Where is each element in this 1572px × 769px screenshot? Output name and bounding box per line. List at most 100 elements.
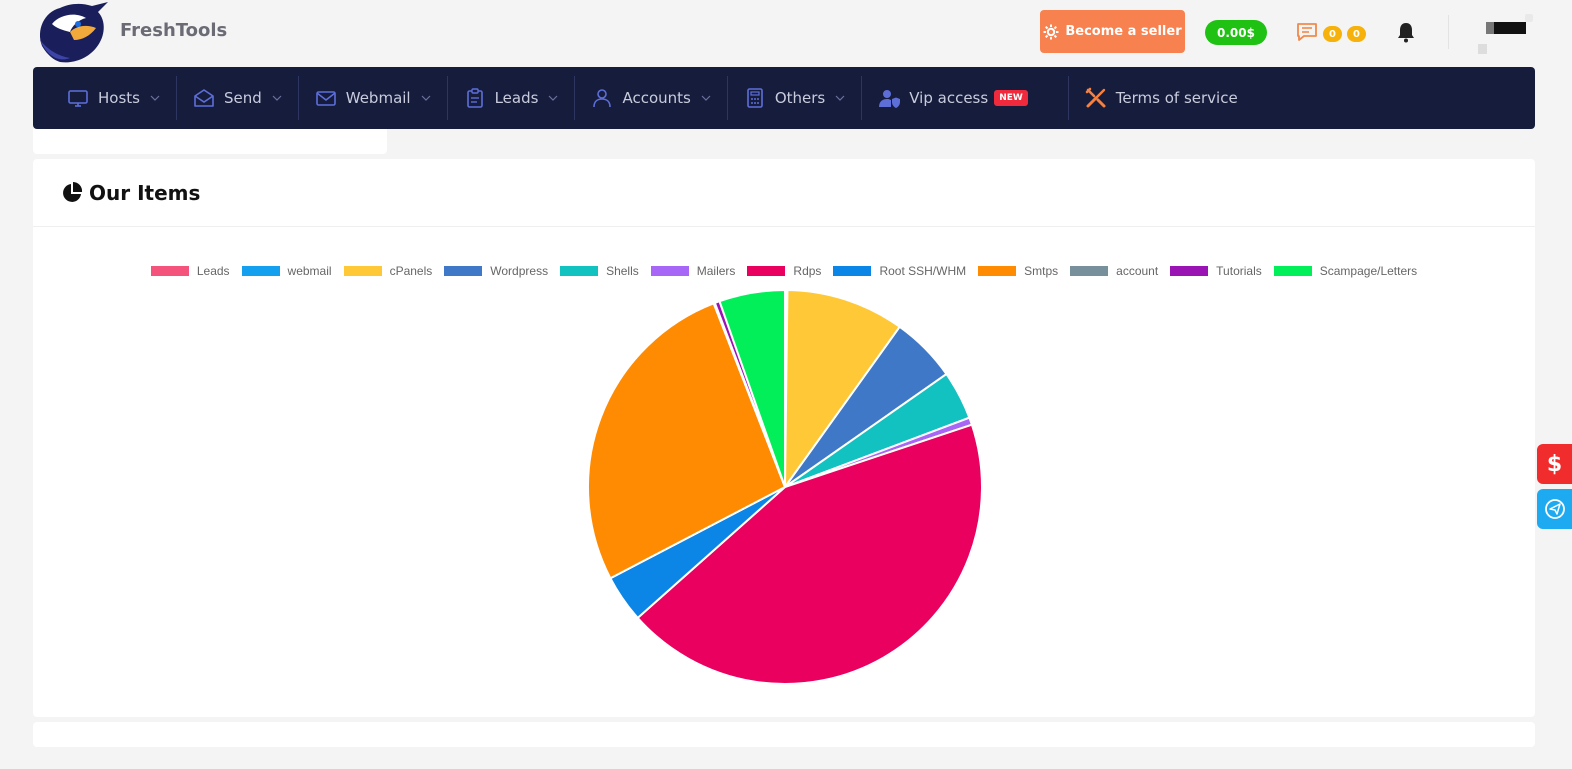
nav-item-label: Others: [774, 89, 826, 107]
pie-slice-smtps[interactable]: [587, 302, 787, 580]
nav-item-others[interactable]: Others: [728, 76, 863, 120]
legend-label: Tutorials: [1216, 264, 1262, 278]
legend-item[interactable]: Shells: [560, 264, 639, 278]
user-shield-icon: [879, 90, 901, 108]
our-items-card: Our Items Leads webmail cPanels Wordpress Sh…: [33, 159, 1535, 717]
legend-swatch: [1070, 266, 1109, 276]
chevron-down-icon: [150, 95, 160, 101]
legend-swatch: [150, 266, 189, 276]
chevron-down-icon: [272, 95, 282, 101]
telegram-button[interactable]: [1537, 489, 1572, 529]
legend-swatch: [560, 266, 599, 276]
send-icon: [1544, 499, 1565, 519]
top-bar: FreshTools Become a seller 0.00$ 0 0: [0, 0, 1572, 66]
nav-item-label: Accounts: [622, 89, 691, 107]
nav-item-hosts[interactable]: Hosts: [51, 76, 177, 120]
messages-count-badge: 0: [1323, 26, 1342, 42]
legend-swatch: [444, 266, 483, 276]
footer-card: [33, 722, 1535, 747]
legend-swatch: [650, 266, 689, 276]
clipboard-icon: [466, 88, 483, 108]
main-nav: Hosts Send Webmail Leads Accou: [33, 67, 1535, 129]
balance-badge[interactable]: 0.00$: [1205, 20, 1267, 45]
nav-item-send[interactable]: Send: [177, 76, 299, 120]
legend-swatch: [978, 266, 1017, 276]
user-corner-marker: [1525, 14, 1533, 22]
legend-swatch: [833, 266, 872, 276]
dollar-icon: $: [1546, 451, 1563, 477]
legend-swatch: [343, 266, 382, 276]
nav-item-accounts[interactable]: Accounts: [575, 76, 728, 120]
legend-label: Root SSH/WHM: [879, 264, 967, 278]
chart-legend: Leads webmail cPanels Wordpress Shells Mailer…: [33, 264, 1535, 278]
dropdown-panel-edge: [33, 129, 387, 154]
legend-label: Rdps: [793, 264, 822, 278]
legend-swatch: [747, 266, 786, 276]
legend-item[interactable]: Tutorials: [1170, 264, 1262, 278]
nav-item-label: Terms of service: [1115, 89, 1238, 107]
chevron-down-icon: [835, 95, 845, 101]
pie-slice-scampage-letters[interactable]: [718, 289, 786, 488]
legend-label: cPanels: [389, 264, 433, 278]
legend-item[interactable]: Wordpress: [444, 264, 548, 278]
legend-item[interactable]: Smtps: [978, 264, 1058, 278]
legend-label: webmail: [287, 264, 332, 278]
legend-item[interactable]: Root SSH/WHM: [833, 264, 966, 278]
legend-item[interactable]: Scampage/Letters: [1273, 264, 1418, 278]
chevron-down-icon: [701, 95, 711, 101]
bell-icon[interactable]: [1396, 21, 1416, 43]
card-title: Our Items: [89, 180, 201, 205]
legend-swatch: [241, 266, 280, 276]
legend-label: Leads: [196, 264, 230, 278]
legend-label: Scampage/Letters: [1319, 264, 1418, 278]
envelope-icon: [315, 91, 336, 106]
deposit-button[interactable]: $: [1537, 444, 1572, 484]
nav-item-label: Hosts: [98, 89, 140, 107]
nav-item-label: Send: [223, 89, 262, 107]
legend-label: Wordpress: [490, 264, 549, 278]
legend-swatch: [1170, 266, 1209, 276]
user-icon: [593, 89, 612, 108]
legend-item[interactable]: Rdps: [747, 264, 821, 278]
mail-open-icon: [194, 89, 214, 107]
items-pie-chart: [587, 289, 983, 685]
nav-item-vip-access[interactable]: Vip access NEW: [862, 76, 1069, 120]
legend-swatch: [1273, 266, 1312, 276]
pie-chart-icon: [63, 181, 83, 202]
user-menu[interactable]: [1486, 22, 1526, 34]
become-seller-label: Become a seller: [1065, 24, 1182, 39]
nav-item-webmail[interactable]: Webmail: [299, 76, 448, 120]
legend-label: Smtps: [1024, 264, 1059, 278]
monitor-icon: [68, 90, 88, 107]
become-seller-button[interactable]: Become a seller: [1040, 10, 1185, 53]
legend-label: Shells: [606, 264, 639, 278]
pie-slice-rdps[interactable]: [636, 423, 983, 685]
orders-count-badge: 0: [1347, 26, 1366, 42]
legend-label: account: [1116, 264, 1159, 278]
new-badge: NEW: [994, 90, 1028, 106]
legend-label: Mailers: [696, 264, 736, 278]
gear-icon: [1043, 24, 1059, 39]
chevron-down-icon: [549, 95, 558, 101]
chat-icon[interactable]: [1296, 22, 1318, 42]
calculator-icon: [747, 88, 763, 108]
nav-item-label: Leads: [494, 89, 539, 107]
brand-name[interactable]: FreshTools: [120, 20, 228, 41]
card-header: Our Items: [33, 159, 1535, 227]
nav-item-terms-of-service[interactable]: Terms of service: [1069, 76, 1254, 120]
eagle-logo-icon[interactable]: [34, 0, 110, 66]
tools-icon: [1085, 87, 1106, 108]
legend-item[interactable]: Leads: [150, 264, 230, 278]
nav-item-label: Webmail: [345, 89, 411, 107]
avatar: [1486, 22, 1494, 34]
user-status-indicator: [1478, 44, 1487, 54]
nav-item-leads[interactable]: Leads: [448, 76, 576, 120]
legend-item[interactable]: Mailers: [650, 264, 736, 278]
nav-item-label: Vip access: [909, 89, 989, 107]
legend-item[interactable]: webmail: [241, 264, 332, 278]
chevron-down-icon: [421, 95, 431, 101]
pie-slice-cpanels[interactable]: [783, 289, 902, 491]
legend-item[interactable]: account: [1070, 264, 1158, 278]
legend-item[interactable]: cPanels: [343, 264, 433, 278]
header-divider: [1448, 15, 1449, 49]
